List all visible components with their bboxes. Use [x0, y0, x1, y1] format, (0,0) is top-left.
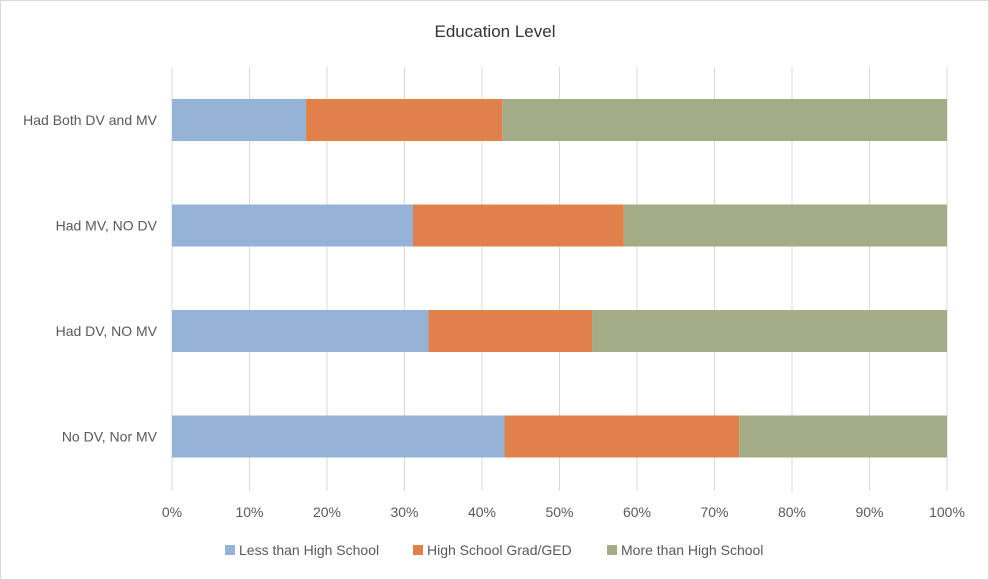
bar-segment — [623, 204, 947, 247]
bar-segment — [306, 99, 503, 141]
bars — [172, 99, 947, 458]
bar-segment — [739, 415, 947, 458]
category-label: Had MV, NO DV — [56, 218, 158, 234]
x-axis-ticks: 0% 10% 20% 30% 40% 50% 60% 70% 80% 90% 100% — [162, 504, 965, 520]
legend-swatch — [225, 545, 235, 555]
x-tick-label: 70% — [700, 504, 728, 520]
bar-segment — [428, 310, 593, 352]
legend-label: More than High School — [621, 542, 763, 558]
bar-segment — [413, 204, 624, 247]
legend-swatch — [607, 545, 617, 555]
legend-swatch — [413, 545, 423, 555]
bar-segment — [504, 415, 740, 458]
x-tick-label: 80% — [778, 504, 806, 520]
x-tick-label: 50% — [545, 504, 573, 520]
bar-segment — [172, 415, 505, 458]
legend-label: High School Grad/GED — [427, 542, 572, 558]
x-tick-label: 20% — [313, 504, 341, 520]
category-label: Had DV, NO MV — [56, 323, 158, 339]
x-tick-label: 10% — [235, 504, 263, 520]
bar-segment — [592, 310, 947, 352]
x-tick-label: 0% — [162, 504, 182, 520]
legend-label: Less than High School — [239, 542, 379, 558]
bar-segment — [172, 310, 429, 352]
x-tick-label: 60% — [623, 504, 651, 520]
x-tick-label: 90% — [855, 504, 883, 520]
category-label: No DV, Nor MV — [62, 429, 158, 445]
category-labels: Had Both DV and MV Had MV, NO DV Had DV, N… — [23, 112, 158, 445]
x-tick-label: 100% — [929, 504, 965, 520]
bar-segment — [502, 99, 947, 141]
bar-segment — [172, 204, 414, 247]
legend: Less than High School High School Grad/GE… — [225, 542, 763, 558]
x-tick-label: 30% — [390, 504, 418, 520]
x-tick-label: 40% — [468, 504, 496, 520]
chart-title: Education Level — [435, 22, 556, 41]
bar-segment — [172, 99, 307, 141]
category-label: Had Both DV and MV — [23, 112, 158, 128]
